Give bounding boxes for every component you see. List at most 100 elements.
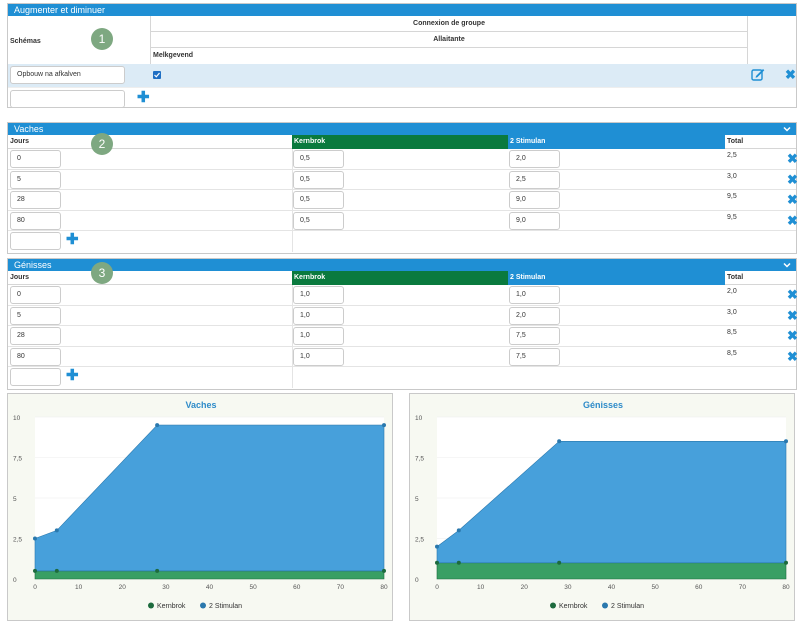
col-kernbrok: Kernbrok [292,271,508,285]
genisses-panel-header[interactable]: Génisses [8,259,796,271]
delete-row-icon[interactable]: ✖ [787,307,797,323]
new-jours-input[interactable] [10,368,61,386]
stimulan-input[interactable]: 9,0 [509,211,560,230]
kernbrok-input[interactable]: 0,5 [293,170,344,189]
jours-input[interactable]: 28 [10,191,61,209]
table-row: 0 1,0 1,0 2,0 ✖ [8,285,797,306]
legend-label: 2 Stimulan [209,603,242,610]
x-tick-label: 30 [564,584,572,591]
y-tick-label: 0 [415,577,419,584]
schemas-column-header: Schémas [8,16,151,64]
jours-input[interactable]: 28 [10,327,61,345]
add-row-icon[interactable]: ✚ [66,231,79,248]
jours-input[interactable]: 5 [10,170,61,189]
table-row: 5 0,5 2,5 3,0 ✖ [8,170,797,190]
legend-marker [602,602,608,609]
data-point [382,423,386,428]
delete-row-icon[interactable]: ✖ [787,192,797,207]
y-tick-label: 2,5 [415,537,424,544]
add-scheme-icon[interactable]: ✚ [137,89,150,106]
jours-input[interactable]: 0 [10,150,61,168]
col-total: Total [727,138,744,145]
col-stimulan: 2 Stimulan [508,271,725,285]
total-value: 2,5 [727,152,737,159]
chevron-down-icon[interactable] [782,123,792,135]
table-row: 80 1,0 7,5 8,5 ✖ [8,347,797,367]
col-stimulan: 2 Stimulan [508,135,725,149]
scheme-group-checkbox[interactable] [153,71,161,79]
stimulan-input[interactable]: 1,0 [509,286,560,304]
jours-input[interactable]: 80 [10,211,61,230]
x-tick-label: 40 [608,584,616,591]
kernbrok-input[interactable]: 1,0 [293,286,344,304]
col-jours: Jours [10,274,30,281]
stimulan-input[interactable]: 2,0 [509,150,560,168]
add-row: ✚ [8,231,796,252]
stimulan-input[interactable]: 9,0 [509,191,560,209]
data-point [155,423,160,428]
vaches-chart: Vaches 0 2,5 5 7,5 10 0 10 20 30 40 50 60 70 80 Kernbro… [7,393,393,621]
chart-title: Vaches [185,400,216,410]
jours-input[interactable]: 0 [10,286,61,304]
delete-row-icon[interactable]: ✖ [787,151,797,166]
edit-icon[interactable] [751,68,765,81]
area-kernbrok [436,562,787,580]
stimulan-input[interactable]: 7,5 [509,327,560,345]
kernbrok-input[interactable]: 0,5 [293,150,344,168]
vaches-chart-svg: Vaches 0 2,5 5 7,5 10 0 10 20 30 40 50 60 70 80 Kernbro… [13,400,388,610]
data-point [54,528,59,533]
group-connection-header: Connexion de groupe Allaitante Melkgeven… [151,16,748,64]
table-header: Jours Kernbrok 2 Stimulan Total [8,271,796,285]
vaches-panel: Vaches Jours Kernbrok 2 Stimulan Total 0… [7,122,797,254]
delete-scheme-icon[interactable]: ✖ [785,67,796,82]
new-scheme-input[interactable] [10,90,125,108]
data-point [33,568,37,573]
scheme-name-input[interactable]: Opbouw na afkalven [10,66,125,84]
kernbrok-input[interactable]: 1,0 [293,327,344,345]
x-tick-label: 40 [206,584,214,591]
new-jours-input[interactable] [10,232,61,250]
table-row: 0 0,5 2,0 2,5 ✖ [8,149,797,170]
group-allaitante: Allaitante [151,32,747,48]
delete-row-icon[interactable]: ✖ [787,348,797,364]
total-value: 3,0 [727,172,737,180]
chevron-down-icon[interactable] [782,259,792,271]
legend-label: Kernbrok [157,603,186,610]
legend-label: Kernbrok [559,603,588,610]
jours-input[interactable]: 80 [10,347,61,366]
stimulan-input[interactable]: 2,5 [509,170,560,189]
vaches-panel-header[interactable]: Vaches [8,123,796,135]
stimulan-input[interactable]: 2,0 [509,306,560,325]
legend-label: 2 Stimulan [611,603,644,610]
legend-marker [550,602,556,609]
genisses-panel-title: Génisses [14,260,52,270]
delete-row-icon[interactable]: ✖ [787,212,797,228]
genisses-chart-svg: Génisses 0 2,5 5 7,5 10 0 10 20 30 40 50 60 70 80 Kernb… [415,400,790,610]
table-row: 80 0,5 9,0 9,5 ✖ [8,211,797,231]
x-tick-label: 80 [380,584,388,591]
kernbrok-input[interactable]: 0,5 [293,191,344,209]
data-point [155,568,160,573]
table-row: 28 0,5 9,0 9,5 ✖ [8,190,797,211]
genisses-panel: Génisses Jours Kernbrok 2 Stimulan Total… [7,258,797,390]
delete-row-icon[interactable]: ✖ [787,328,797,343]
data-point [382,568,386,573]
stimulan-input[interactable]: 7,5 [509,347,560,366]
step-badge-3: 3 [91,262,113,284]
schemes-panel-title: Augmenter et diminuer [14,5,106,15]
y-tick-label: 2,5 [13,537,22,544]
kernbrok-input[interactable]: 0,5 [293,211,344,230]
add-row-icon[interactable]: ✚ [66,367,79,384]
delete-row-icon[interactable]: ✖ [787,287,797,302]
kernbrok-input[interactable]: 1,0 [293,347,344,366]
jours-input[interactable]: 5 [10,306,61,325]
delete-row-icon[interactable]: ✖ [787,171,797,187]
step-badge-1: 1 [91,28,113,50]
y-tick-label: 5 [13,496,17,503]
data-point [54,568,59,573]
table-row: 5 1,0 2,0 3,0 ✖ [8,306,797,326]
x-tick-label: 50 [652,584,660,591]
kernbrok-input[interactable]: 1,0 [293,306,344,325]
scheme-row[interactable]: Opbouw na afkalven ✖ [8,64,796,87]
y-tick-label: 10 [13,415,21,422]
